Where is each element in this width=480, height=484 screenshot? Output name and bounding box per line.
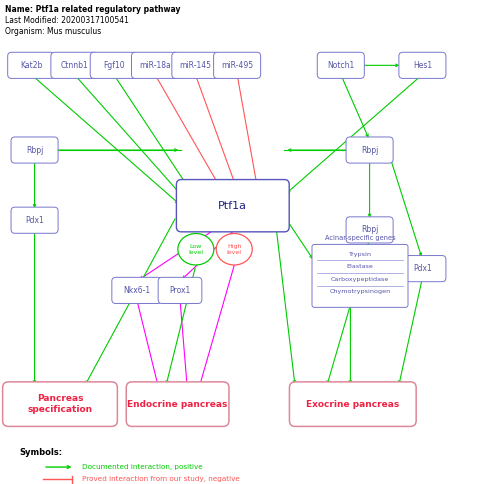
Text: Endocrine pancreas: Endocrine pancreas: [127, 400, 228, 408]
Text: Ctnnb1: Ctnnb1: [60, 61, 88, 70]
Text: Acinar-specific genes: Acinar-specific genes: [324, 235, 396, 241]
FancyBboxPatch shape: [312, 244, 408, 307]
Text: Fgf10: Fgf10: [103, 61, 125, 70]
Text: Pdx1: Pdx1: [25, 216, 44, 225]
FancyBboxPatch shape: [317, 52, 364, 78]
FancyBboxPatch shape: [346, 217, 393, 243]
FancyBboxPatch shape: [158, 277, 202, 303]
Text: Exocrine pancreas: Exocrine pancreas: [306, 400, 399, 408]
Text: Documented interaction, positive: Documented interaction, positive: [82, 464, 203, 470]
Text: Last Modified: 20200317100541: Last Modified: 20200317100541: [5, 16, 129, 25]
Ellipse shape: [216, 234, 252, 265]
Text: Notch1: Notch1: [327, 61, 354, 70]
Text: Prox1: Prox1: [169, 286, 191, 295]
FancyBboxPatch shape: [177, 180, 289, 232]
Text: Pancreas
specification: Pancreas specification: [27, 394, 93, 414]
Text: Nkx6-1: Nkx6-1: [123, 286, 150, 295]
FancyBboxPatch shape: [214, 52, 261, 78]
Text: Low
level: Low level: [188, 244, 204, 255]
Text: Pdx1: Pdx1: [413, 264, 432, 273]
Text: Chymotrypsinogen: Chymotrypsinogen: [329, 289, 391, 294]
FancyBboxPatch shape: [132, 52, 179, 78]
Text: Name: Ptf1a related regulatory pathway: Name: Ptf1a related regulatory pathway: [5, 5, 180, 14]
Text: miR-18a: miR-18a: [139, 61, 171, 70]
FancyBboxPatch shape: [8, 52, 55, 78]
Text: Rbpj: Rbpj: [361, 146, 378, 154]
Text: Rbpj: Rbpj: [361, 226, 378, 234]
FancyBboxPatch shape: [399, 256, 446, 282]
FancyBboxPatch shape: [11, 207, 58, 233]
Text: Ptf1a: Ptf1a: [218, 201, 247, 211]
Text: Organism: Mus musculus: Organism: Mus musculus: [5, 27, 101, 36]
Text: Kat2b: Kat2b: [20, 61, 42, 70]
Ellipse shape: [178, 234, 214, 265]
Text: Rbpj: Rbpj: [26, 146, 43, 154]
Text: Symbols:: Symbols:: [19, 448, 62, 457]
FancyBboxPatch shape: [399, 52, 446, 78]
Text: Carboxypeptidase: Carboxypeptidase: [331, 277, 389, 282]
Text: Hes1: Hes1: [413, 61, 432, 70]
Text: Trypsin: Trypsin: [348, 252, 372, 257]
FancyBboxPatch shape: [11, 137, 58, 163]
FancyBboxPatch shape: [346, 137, 393, 163]
FancyBboxPatch shape: [3, 382, 117, 426]
Text: Elastase: Elastase: [347, 264, 373, 269]
Text: miR-145: miR-145: [180, 61, 211, 70]
Text: miR-495: miR-495: [221, 61, 253, 70]
Text: High
level: High level: [227, 244, 242, 255]
Text: Proved interaction from our study, negative: Proved interaction from our study, negat…: [82, 476, 240, 482]
FancyBboxPatch shape: [112, 277, 162, 303]
FancyBboxPatch shape: [90, 52, 137, 78]
FancyBboxPatch shape: [126, 382, 229, 426]
FancyBboxPatch shape: [289, 382, 416, 426]
FancyBboxPatch shape: [172, 52, 219, 78]
FancyBboxPatch shape: [51, 52, 98, 78]
